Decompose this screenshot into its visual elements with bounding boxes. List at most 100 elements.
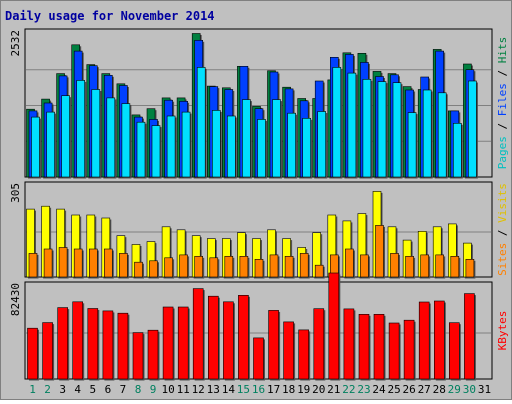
sites-bar	[73, 248, 83, 278]
kbytes-bar	[117, 312, 129, 380]
kbytes-bar	[388, 322, 400, 380]
x-tick-label: 1	[29, 383, 36, 396]
pages-bar	[392, 82, 402, 178]
sites-bar	[43, 248, 53, 278]
x-tick-label: 7	[120, 383, 127, 396]
sites-bar	[164, 257, 173, 278]
x-tick-label: 22	[342, 383, 355, 396]
legend-kbytes: KBytes	[496, 311, 509, 351]
x-tick-label: 20	[312, 383, 325, 396]
series-legend: Pages / Files / Hits	[496, 37, 509, 170]
sites-bar	[420, 254, 430, 278]
x-tick-label: 30	[463, 383, 476, 396]
x-tick-label: 11	[177, 383, 190, 396]
legend-separator: /	[496, 223, 509, 243]
kbytes-bar	[147, 329, 159, 380]
sites-bar	[89, 248, 98, 278]
kbytes-bar	[223, 301, 234, 380]
pages-bar	[106, 97, 116, 178]
kbytes-bar	[177, 306, 189, 380]
legend-visits: Visits	[496, 183, 509, 223]
series-legend: KBytes	[496, 311, 509, 351]
x-tick-label: 18	[282, 383, 295, 396]
pages-bar	[242, 99, 251, 178]
x-tick-label: 19	[297, 383, 310, 396]
pages-bar	[181, 111, 191, 178]
kbytes-bar	[343, 308, 355, 380]
legend-files: Files	[496, 83, 509, 116]
sites-bar	[134, 261, 143, 278]
pages-bar	[257, 119, 266, 178]
legend-sites: Sites	[496, 243, 509, 276]
kbytes-bar	[358, 313, 370, 380]
pages-bar	[91, 89, 101, 178]
pages-bar	[121, 103, 131, 178]
pages-bar	[437, 92, 447, 178]
pages-bar	[196, 67, 206, 178]
pages-bar	[332, 67, 342, 178]
x-tick-label: 2	[44, 383, 51, 396]
sites-bar	[465, 258, 475, 278]
x-tick-label: 3	[59, 383, 66, 396]
pages-bar	[422, 89, 432, 178]
x-tick-label: 25	[387, 383, 400, 396]
sites-bar	[390, 253, 399, 278]
pages-bar	[61, 95, 70, 178]
panel-1: 2532 Pages / Files / Hits	[9, 28, 509, 179]
sites-bar	[254, 258, 264, 278]
legend-separator: /	[496, 63, 509, 83]
x-tick-label: 24	[372, 383, 386, 396]
sites-bar	[314, 264, 324, 278]
kbytes-bar	[328, 272, 340, 380]
kbytes-bar	[448, 322, 460, 380]
kbytes-bar	[72, 301, 83, 380]
kbytes-bar	[102, 310, 114, 380]
sites-bar	[209, 257, 219, 278]
x-tick-label: 13	[207, 383, 220, 396]
sites-bar	[405, 256, 414, 278]
pages-bar	[31, 116, 40, 178]
kbytes-bar	[268, 310, 279, 380]
kbytes-bar	[373, 313, 385, 380]
kbytes-bar	[238, 294, 249, 380]
x-tick-label: 16	[252, 383, 265, 396]
chart-panels: 2532 Pages / Files / Hits 305 Sites / Visit…	[9, 28, 509, 381]
x-tick-label: 6	[105, 383, 112, 396]
kbytes-bar	[208, 295, 219, 380]
pages-bar	[76, 80, 85, 178]
pages-bar	[407, 112, 417, 178]
sites-bar	[269, 254, 279, 278]
pages-bar	[136, 121, 146, 178]
legend-hits: Hits	[496, 37, 509, 64]
sites-bar	[28, 253, 38, 278]
x-tick-label: 23	[357, 383, 370, 396]
x-tick-label: 27	[418, 383, 431, 396]
kbytes-bar	[162, 306, 174, 380]
legend-pages: Pages	[496, 136, 509, 169]
kbytes-bar	[298, 329, 310, 380]
kbytes-bar	[313, 308, 325, 380]
sites-bar	[284, 256, 294, 278]
sites-bar	[119, 253, 128, 278]
x-tick-label: 17	[267, 383, 280, 396]
pages-bar	[151, 125, 161, 178]
pages-bar	[377, 81, 387, 178]
pages-bar	[452, 123, 462, 178]
sites-bar	[450, 256, 460, 278]
y-max-label: 305	[9, 183, 22, 203]
sites-bar	[224, 256, 234, 278]
pages-bar	[46, 111, 55, 178]
sites-bar	[435, 254, 445, 278]
kbytes-bar	[27, 327, 38, 380]
pages-bar	[468, 80, 477, 178]
kbytes-bar	[42, 322, 53, 380]
kbytes-bar	[87, 308, 99, 380]
kbytes-bar	[192, 288, 204, 380]
pages-bar	[347, 72, 357, 178]
sites-bar	[360, 254, 369, 278]
sites-bar	[299, 253, 309, 278]
x-tick-label: 15	[237, 383, 250, 396]
pages-bar	[166, 115, 176, 178]
pages-bar	[227, 115, 236, 178]
